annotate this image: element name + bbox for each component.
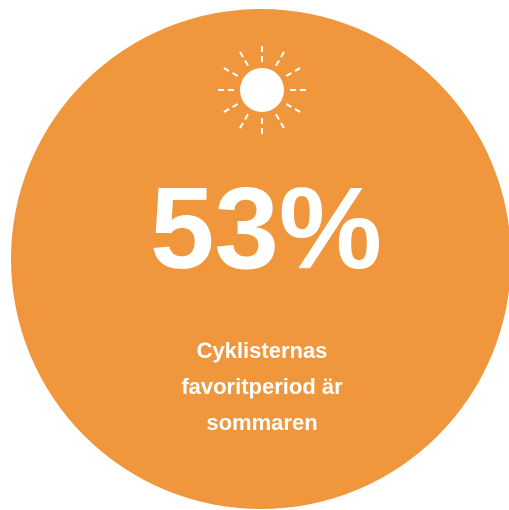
- badge-circle: [11, 9, 509, 509]
- sun-ray: [221, 66, 239, 77]
- sun-ray: [275, 49, 286, 67]
- sun-ray: [285, 103, 303, 114]
- sun-icon: [216, 44, 308, 136]
- sun-ray: [221, 103, 239, 114]
- sun-ray: [275, 113, 286, 131]
- caption-line: sommaren: [206, 410, 317, 435]
- caption-line: favoritperiod är: [181, 374, 343, 399]
- sun-ray: [285, 66, 303, 77]
- sun-core: [240, 68, 284, 112]
- sun-ray: [238, 49, 249, 67]
- caption-line: Cyklisternas: [197, 338, 328, 363]
- sun-ray: [238, 113, 249, 131]
- stat-value: 53%: [150, 163, 382, 293]
